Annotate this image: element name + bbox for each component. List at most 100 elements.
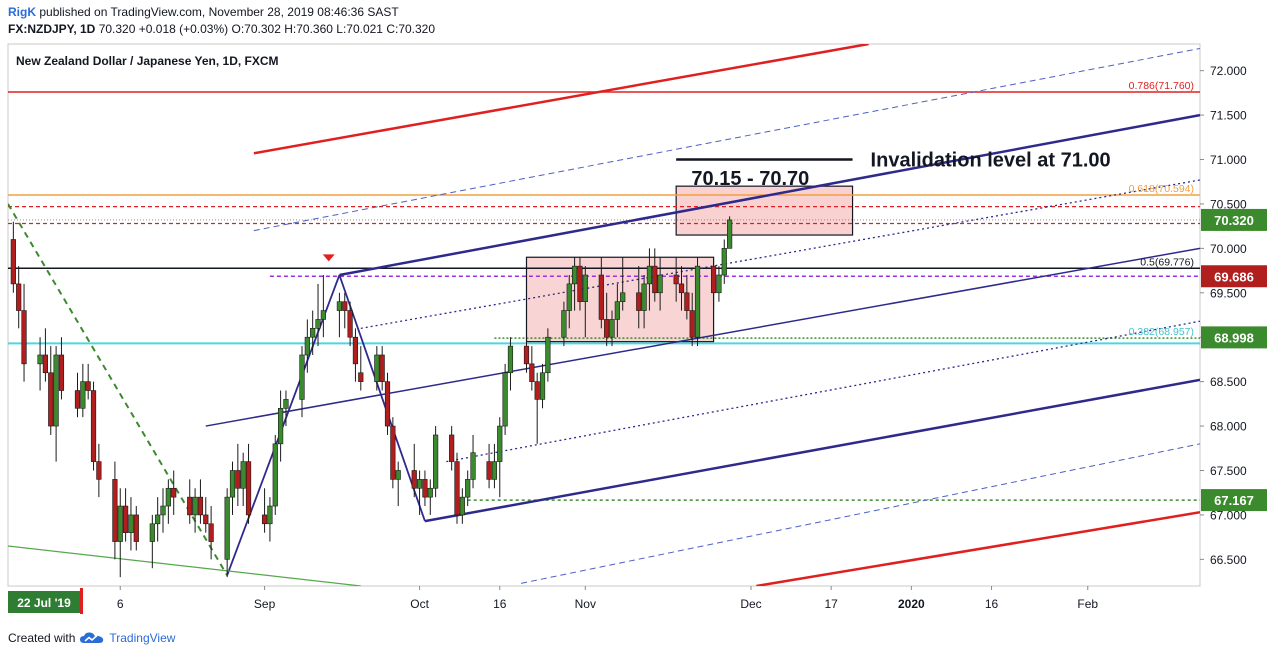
candle bbox=[299, 346, 305, 418]
candle-body bbox=[90, 390, 97, 462]
invalidation-label: Invalidation level at 71.00 bbox=[871, 150, 1111, 172]
candle-body bbox=[240, 461, 246, 489]
fib-0786-label: 0.786(71.760) bbox=[1129, 80, 1194, 92]
candle-body bbox=[128, 514, 134, 533]
candle-body bbox=[149, 523, 155, 542]
candle-body bbox=[566, 283, 572, 311]
candle bbox=[470, 434, 476, 489]
candle bbox=[37, 337, 43, 391]
x-tick-label: 16 bbox=[985, 597, 999, 611]
x-tick-label: 16 bbox=[493, 597, 507, 611]
candle bbox=[422, 470, 428, 507]
candle-body bbox=[245, 461, 252, 516]
candle-body bbox=[171, 487, 177, 498]
candle bbox=[272, 434, 278, 515]
y-tick-label: 66.500 bbox=[1210, 553, 1247, 567]
candle bbox=[620, 257, 626, 311]
low-label: L: bbox=[336, 22, 347, 36]
tradingview-brand[interactable]: TradingView bbox=[109, 631, 176, 645]
price-badge bbox=[1201, 265, 1267, 288]
candle-body bbox=[411, 470, 417, 489]
candle-body bbox=[598, 274, 604, 320]
candle-body bbox=[74, 390, 81, 409]
author-name[interactable]: RigK bbox=[8, 5, 36, 19]
footer: Created with TradingView bbox=[8, 631, 175, 645]
y-tick-label: 68.500 bbox=[1210, 375, 1247, 389]
cursor-date-badge bbox=[8, 591, 80, 613]
range-label: 70.15 - 70.70 bbox=[691, 168, 809, 190]
pitchfork-lower-tine bbox=[424, 378, 1200, 523]
candle-body bbox=[155, 514, 161, 525]
symbol-label: FX:NZDJPY, 1D bbox=[8, 22, 96, 36]
candle bbox=[122, 488, 129, 542]
candle-body bbox=[336, 301, 343, 311]
candle-body bbox=[310, 328, 316, 338]
candle bbox=[267, 497, 273, 542]
candle bbox=[192, 488, 198, 533]
price-badge-label: 67.167 bbox=[1214, 493, 1254, 508]
candle bbox=[604, 292, 610, 347]
price-badge-label: 68.998 bbox=[1214, 330, 1254, 345]
candle bbox=[710, 257, 717, 311]
price-axis[interactable]: 72.00071.50071.00070.50070.00069.50069.0… bbox=[1200, 64, 1267, 567]
candle-body bbox=[609, 319, 615, 338]
candle bbox=[459, 488, 465, 524]
candle-body bbox=[433, 434, 439, 489]
created-with-text: Created with bbox=[8, 631, 76, 645]
candle bbox=[721, 239, 727, 284]
candle bbox=[315, 283, 321, 347]
candle bbox=[352, 328, 359, 382]
fib-0618-label: 0.618(70.594) bbox=[1129, 183, 1194, 195]
candle-body bbox=[304, 336, 310, 356]
candle-body bbox=[229, 470, 236, 498]
candle bbox=[529, 346, 535, 391]
candle bbox=[689, 292, 695, 347]
pivot-high-marker bbox=[322, 254, 335, 262]
price-change: +0.018 (+0.03%) bbox=[138, 22, 229, 36]
candle-body bbox=[85, 381, 91, 391]
candle bbox=[278, 390, 284, 462]
candle bbox=[117, 488, 123, 578]
candle bbox=[727, 216, 733, 249]
candle-body bbox=[342, 301, 348, 311]
candle bbox=[149, 514, 155, 569]
candle-body bbox=[545, 336, 551, 374]
candle-body bbox=[486, 461, 492, 480]
candle-body bbox=[582, 274, 588, 302]
candle bbox=[486, 443, 492, 489]
pivot-leg-1 bbox=[226, 274, 341, 576]
candle bbox=[85, 363, 91, 400]
candle-body bbox=[58, 354, 65, 391]
candle-body bbox=[80, 381, 86, 409]
candle-body bbox=[427, 487, 433, 498]
candle-body bbox=[534, 381, 540, 400]
candle bbox=[160, 488, 166, 533]
candle-body bbox=[374, 354, 380, 382]
candle-body bbox=[384, 381, 391, 427]
high-label: H: bbox=[284, 22, 297, 36]
cursor-marker bbox=[80, 588, 83, 614]
candle-body bbox=[203, 514, 209, 525]
candle bbox=[197, 479, 204, 524]
time-axis[interactable]: 6 Sep Oct 16 Nov Dec 17 2020 16 Feb 22 Jul '19 bbox=[8, 586, 1098, 614]
publish-info: RigK published on TradingView.com, Novem… bbox=[8, 5, 399, 19]
candle bbox=[561, 301, 567, 347]
candle bbox=[347, 301, 353, 347]
candle bbox=[96, 443, 102, 498]
price-badge-label: 69.686 bbox=[1214, 269, 1254, 284]
candle bbox=[133, 506, 139, 551]
candle bbox=[577, 257, 583, 311]
candle bbox=[261, 488, 268, 533]
candle-body bbox=[577, 265, 583, 302]
candle bbox=[10, 221, 16, 293]
candle-body bbox=[470, 452, 476, 480]
candle bbox=[507, 337, 514, 391]
candle-body bbox=[267, 505, 273, 525]
x-tick-label: Sep bbox=[254, 597, 276, 611]
x-tick-label: 6 bbox=[117, 597, 124, 611]
outer-lower-dash bbox=[521, 443, 1200, 584]
candle bbox=[416, 470, 423, 515]
y-tick-label: 71.500 bbox=[1210, 109, 1247, 123]
candle bbox=[304, 319, 310, 373]
